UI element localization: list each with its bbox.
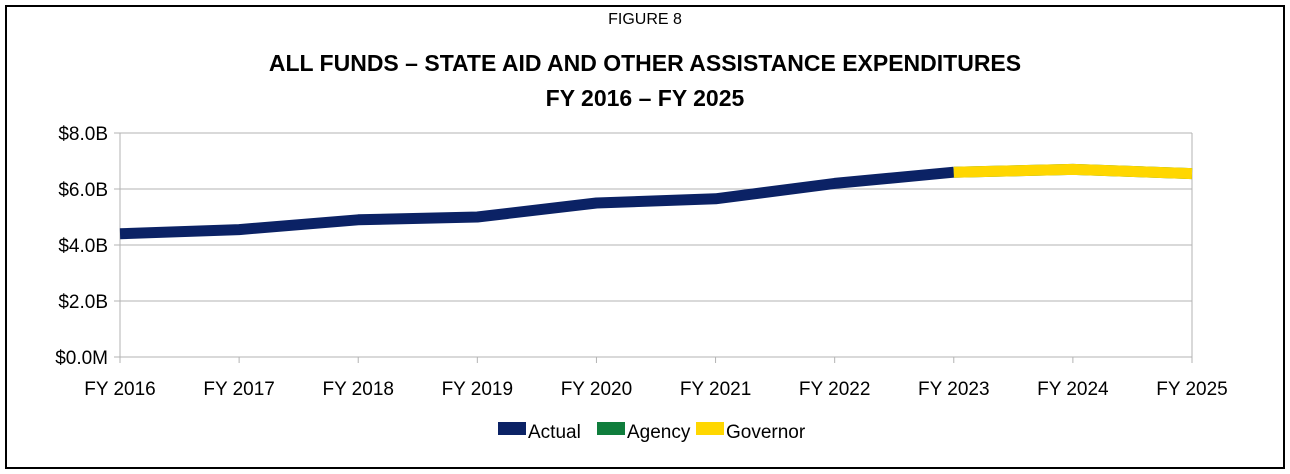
x-tick-label: FY 2023 — [918, 379, 989, 400]
x-tick-label: FY 2020 — [561, 379, 632, 400]
x-tick-label: FY 2019 — [442, 379, 513, 400]
y-tick-label: $2.0B — [58, 292, 108, 313]
legend-label-agency: Agency — [627, 422, 691, 443]
legend-swatch-governor — [696, 422, 724, 435]
series-line-governor — [953, 163, 1193, 180]
chart-subtitle: FY 2016 – FY 2025 — [545, 85, 745, 111]
x-tick-label: FY 2022 — [799, 379, 870, 400]
x-tick-label: FY 2018 — [322, 379, 393, 400]
y-tick-label: $6.0B — [58, 180, 108, 201]
legend-swatch-agency — [597, 422, 625, 435]
x-tick-label: FY 2017 — [203, 379, 274, 400]
legend-label-governor: Governor — [726, 422, 806, 443]
chart-title: ALL FUNDS – STATE AID AND OTHER ASSISTAN… — [268, 50, 1022, 76]
x-tick-label: FY 2021 — [680, 379, 751, 400]
legend-label-actual: Actual — [528, 422, 581, 443]
x-tick-label: FY 2024 — [1037, 379, 1109, 400]
series-line-actual — [119, 166, 955, 240]
x-tick-label: FY 2025 — [1156, 379, 1227, 400]
y-tick-label: $4.0B — [58, 236, 108, 257]
figure-label: FIGURE 8 — [608, 11, 682, 28]
line-chart: $0.0M $2.0B $4.0B $6.0B $8.0B FY 2016 FY 2017 F… — [55, 124, 1228, 443]
x-tick-label: FY 2016 — [84, 379, 155, 400]
y-tick-label: $0.0M — [55, 348, 108, 369]
legend-swatch-actual — [498, 422, 526, 435]
y-tick-label: $8.0B — [58, 124, 108, 145]
chart-frame: FIGURE 8 ALL FUNDS – STATE AID AND OTHER… — [5, 5, 1285, 469]
